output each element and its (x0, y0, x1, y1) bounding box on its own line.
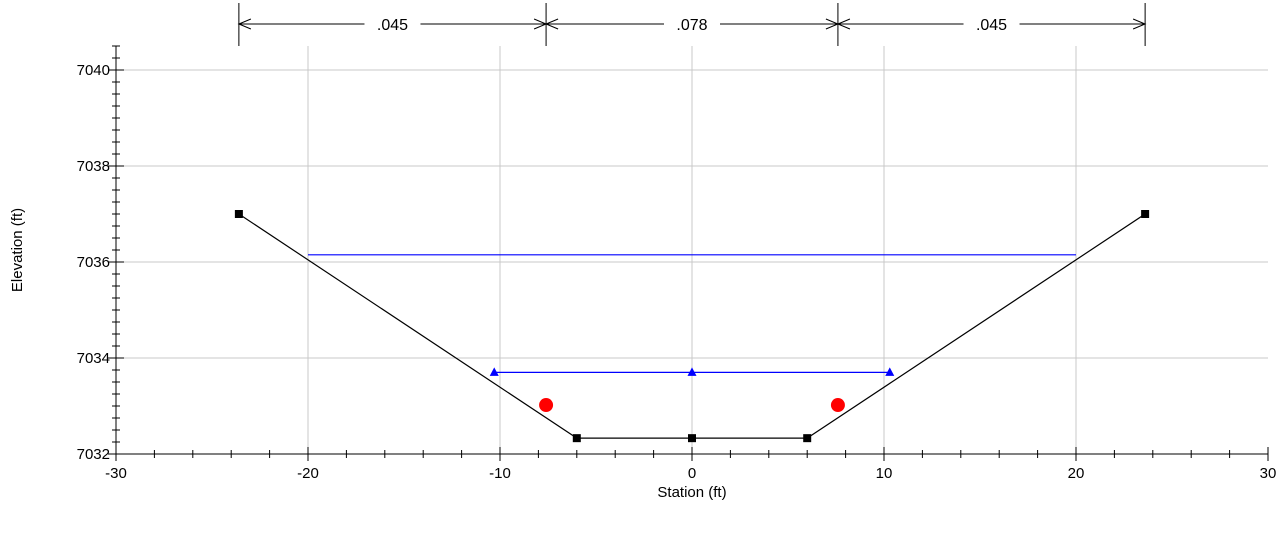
water-surface-lower-point (885, 367, 894, 376)
roughness-dimension-bar: .045 .078 .045 (239, 3, 1145, 46)
x-tick-label: -30 (105, 465, 127, 482)
roughness-label: .045 (377, 17, 408, 34)
water-surface-lower-point (490, 367, 499, 376)
y-axis-title: Elevation (ft) (9, 208, 26, 292)
x-tick-label: 20 (1068, 465, 1085, 482)
ground-point (573, 434, 581, 442)
water-surface-lower-point (688, 367, 697, 376)
grid (116, 46, 1268, 454)
bank-stations-point (539, 398, 553, 412)
axes: -30 -20 -10 0 10 20 30 7032 7034 7036 7038 7040 (77, 46, 1277, 482)
y-tick-label: 7038 (77, 158, 110, 175)
roughness-label: .078 (676, 17, 707, 34)
x-tick-label: -20 (297, 465, 319, 482)
bank-stations-point (831, 398, 845, 412)
ground-point (1141, 210, 1149, 218)
y-tick-label: 7040 (77, 62, 110, 79)
ground-point (235, 210, 243, 218)
roughness-label: .045 (976, 17, 1007, 34)
y-tick-label: 7034 (77, 350, 110, 367)
x-tick-label: 30 (1260, 465, 1277, 482)
ground-point (688, 434, 696, 442)
x-tick-label: 0 (688, 465, 696, 482)
x-tick-label: -10 (489, 465, 511, 482)
y-tick-label: 7036 (77, 254, 110, 271)
ground-point (803, 434, 811, 442)
x-axis-title: Station (ft) (657, 484, 726, 501)
y-tick-label: 7032 (77, 446, 110, 463)
x-tick-label: 10 (876, 465, 893, 482)
